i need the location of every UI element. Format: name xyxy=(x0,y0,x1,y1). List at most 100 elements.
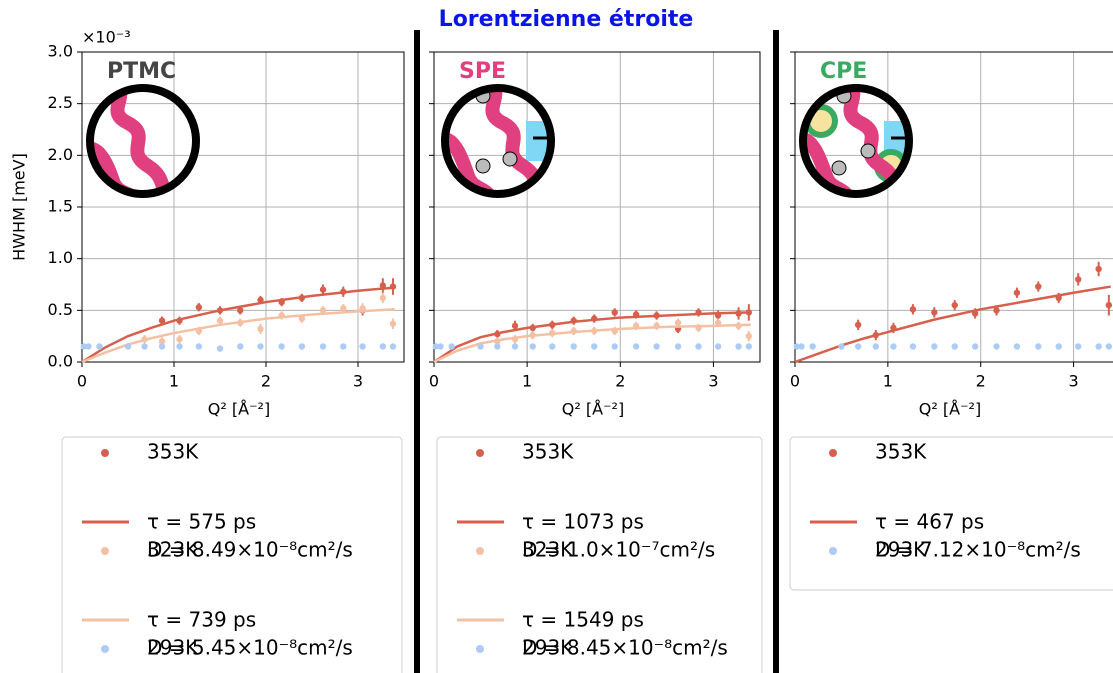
x-axis-label: Q² [Å⁻²] xyxy=(562,400,624,419)
fit-line xyxy=(81,286,395,364)
plot-frame xyxy=(794,51,1113,363)
data-point xyxy=(278,343,285,350)
ptmc-icon xyxy=(86,84,200,198)
legend-label: D = 8.49×10⁻⁸cm²/s xyxy=(147,538,353,562)
illustrations xyxy=(86,84,913,198)
data-point xyxy=(674,343,682,350)
data-point xyxy=(1035,343,1042,350)
data-point xyxy=(735,343,742,350)
data-point xyxy=(798,343,805,350)
data-point xyxy=(158,317,166,324)
data-point xyxy=(909,343,917,350)
panel-label: CPE xyxy=(820,59,867,84)
data-point xyxy=(591,343,598,350)
data-point xyxy=(931,309,938,316)
legend-label: 353K xyxy=(147,440,199,464)
spe-icon xyxy=(441,84,555,198)
legend-marker xyxy=(476,449,484,457)
x-tick-label: 3 xyxy=(708,372,718,391)
data-point xyxy=(257,325,264,333)
data-point xyxy=(951,301,958,309)
data-point xyxy=(1105,301,1113,309)
y-offset-label: ×10⁻³ xyxy=(82,28,131,47)
data-point xyxy=(379,282,387,289)
data-point xyxy=(570,343,577,350)
data-point xyxy=(611,309,618,316)
legend-label: 353K xyxy=(522,440,574,464)
data-point xyxy=(714,343,722,350)
data-point xyxy=(298,315,306,322)
y-tick-label: 1.0 xyxy=(48,248,73,267)
data-point xyxy=(611,343,618,350)
plot-frame xyxy=(433,51,761,363)
data-point xyxy=(195,343,203,350)
data-point xyxy=(890,343,897,350)
x-tick-label: 2 xyxy=(261,372,271,391)
data-point xyxy=(124,343,132,350)
data-point xyxy=(477,343,484,350)
data-point xyxy=(632,343,640,350)
y-tick-label: 2.0 xyxy=(48,145,73,164)
legend-box xyxy=(789,436,1113,591)
x-tick-label: 2 xyxy=(976,372,986,391)
data-point xyxy=(714,319,722,326)
data-point xyxy=(340,305,347,312)
data-point xyxy=(549,343,556,350)
data-point xyxy=(971,343,979,350)
fit-line xyxy=(81,308,395,364)
data-point xyxy=(432,343,440,350)
data-point xyxy=(1095,265,1102,273)
legend-label: D = 1.0×10⁻⁷cm²/s xyxy=(522,538,715,562)
legend-label: τ = 1073 ps xyxy=(522,510,644,534)
legend-label: 293K xyxy=(147,636,199,660)
legend-label: τ = 467 ps xyxy=(875,510,984,534)
data-point xyxy=(237,343,244,350)
data-point xyxy=(319,307,327,314)
data-point xyxy=(909,306,917,313)
fit-line xyxy=(433,311,751,364)
data-point xyxy=(494,343,501,350)
data-point xyxy=(437,343,444,350)
data-point xyxy=(745,343,753,350)
legend-label: τ = 1549 ps xyxy=(522,608,644,632)
data-point xyxy=(951,343,958,350)
fit-line xyxy=(794,285,1111,364)
legend-label: D = 8.45×10⁻⁸cm²/s xyxy=(522,636,728,660)
y-tick-label: 3.0 xyxy=(48,42,73,61)
data-point xyxy=(1035,283,1042,290)
legend-label: τ = 739 ps xyxy=(147,608,256,632)
legend-marker xyxy=(101,645,109,653)
data-point xyxy=(1055,343,1062,350)
data-point xyxy=(1075,343,1082,350)
data-point xyxy=(379,343,387,350)
data-point xyxy=(854,343,862,350)
data-point xyxy=(319,343,327,350)
data-point xyxy=(793,343,801,350)
data-point xyxy=(319,286,327,293)
legend-label: 323K xyxy=(522,538,574,562)
x-tick-label: 0 xyxy=(77,372,87,391)
data-point xyxy=(158,343,166,350)
data-point xyxy=(158,338,166,345)
legend-marker xyxy=(829,449,837,457)
x-tick-label: 0 xyxy=(429,372,439,391)
data-point xyxy=(359,343,366,350)
data-point xyxy=(96,343,103,350)
legend-label: 293K xyxy=(875,538,927,562)
legend-box xyxy=(61,436,403,673)
data-point xyxy=(511,322,519,330)
x-axis-label: Q² [Å⁻²] xyxy=(919,400,981,419)
data-point xyxy=(216,345,224,352)
data-point xyxy=(389,343,397,350)
data-point xyxy=(298,343,306,350)
data-point xyxy=(529,343,536,350)
data-point xyxy=(216,317,224,324)
y-tick-label: 1.5 xyxy=(48,197,73,216)
x-axis-label: Q² [Å⁻²] xyxy=(208,400,270,419)
legend-marker xyxy=(101,547,109,555)
x-tick-label: 3 xyxy=(353,372,363,391)
legend-box xyxy=(436,436,763,673)
